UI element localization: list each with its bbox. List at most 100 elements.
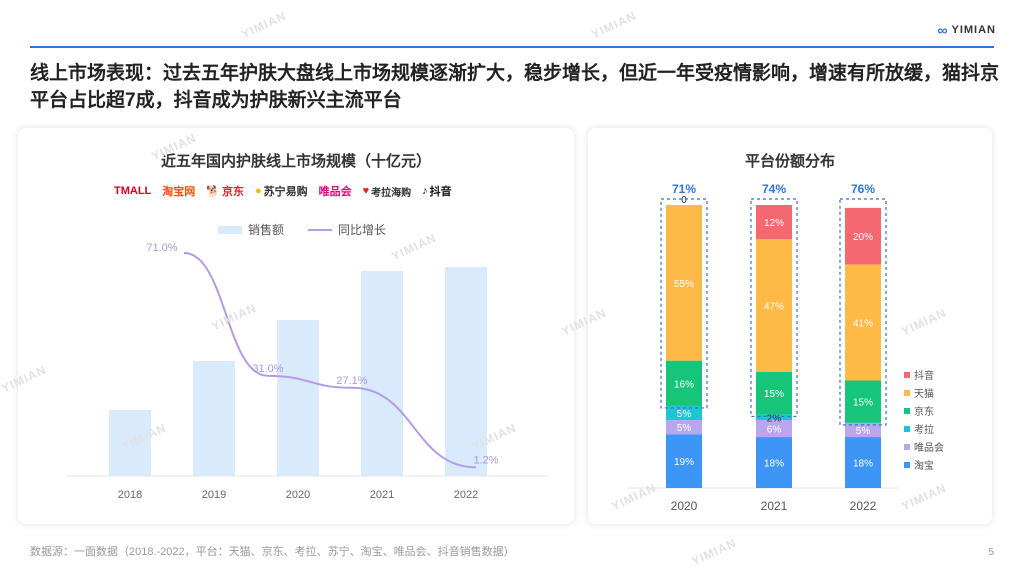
jd-logo: 🐕 京东: [206, 183, 244, 199]
legend-growth-label: 同比增长: [338, 223, 387, 237]
share-segment-唯品会-2022: [845, 422, 881, 438]
douyin-logo-text: 抖音: [429, 186, 452, 198]
douyin-logo: ♪ 抖音: [422, 183, 452, 199]
legend-label-天猫: 天猫: [914, 387, 934, 400]
watermark: YIMIAN: [689, 535, 739, 569]
suning-logo: ● 苏宁易购: [255, 183, 308, 199]
share-segment-淘宝-2022: [845, 437, 881, 488]
legend-swatch-抖音: [904, 372, 910, 378]
market-size-chart-title: 近五年国内护肤线上市场规模（十亿元）: [160, 153, 431, 170]
share-segment-天猫-2022: [845, 264, 881, 381]
top3-total-label-2021: 74%: [762, 182, 786, 196]
header-rule: [30, 46, 994, 48]
x-tick-label: 2019: [202, 489, 226, 501]
legend-swatch-天猫: [904, 390, 910, 396]
page-number: 5: [988, 547, 994, 558]
share-segment-天猫-2021: [756, 238, 792, 372]
market-size-panel: 近五年国内护肤线上市场规模（十亿元） TMALL 淘宝网 🐕 京东 ● 苏宁易购 唯…: [18, 128, 574, 524]
data-source-note: 数据源：一面数据（2018.-2022，平台：天猫、京东、考拉、苏宁、淘宝、唯品…: [30, 546, 515, 558]
legend-growth-swatch: [308, 228, 333, 231]
yimian-logo: ∞ YIMIAN: [938, 22, 996, 38]
vip-logo: 唯品会: [319, 183, 352, 199]
market-size-chart: 2018 2019 2020 2021 2022 71.0% 31.0% 27.1% 1.2%: [66, 242, 548, 501]
legend-label-抖音: 抖音: [914, 369, 934, 382]
share-label-京东-2022: 15%: [853, 398, 873, 409]
vip-logo-text: 唯品会: [318, 186, 352, 198]
legend-label-京东: 京东: [914, 405, 934, 418]
sales-bar-2021: [361, 271, 403, 476]
x-tick-label: 2021: [761, 499, 788, 513]
platform-share-panel: 平台份额分布 19% 5% 5% 16% 55% 0 71% 2020 18% 6% 2% 15% 47…: [588, 128, 992, 524]
watermark: YIMIAN: [239, 8, 289, 42]
share-label-考拉-2020: 5%: [677, 409, 692, 420]
share-label-天猫-2022: 41%: [853, 318, 873, 329]
growth-label-2021: 27.1%: [336, 375, 367, 387]
share-segment-唯品会-2021: [756, 420, 792, 438]
x-tick-label: 2021: [370, 489, 394, 501]
tmall-logo: TMALL: [114, 185, 151, 197]
legend-growth: 同比增长: [308, 221, 386, 238]
x-tick-label: 2022: [454, 489, 478, 501]
jd-dog-icon: 🐕: [206, 185, 220, 198]
platform-share-chart: 19% 5% 5% 16% 55% 071% 2020 18% 6%2% 15% 47% 12% 74%…: [628, 182, 944, 513]
jd-logo-text: 京东: [221, 186, 244, 198]
share-label-淘宝-2021: 18%: [764, 459, 784, 470]
platform-logo-row: TMALL 淘宝网 🐕 京东 ● 苏宁易购 唯品会 ♥ 考拉海购 ♪ 抖音: [114, 183, 452, 199]
kaola-logo-text: 考拉海购: [371, 187, 412, 199]
growth-label-2020: 31.0%: [252, 363, 283, 375]
legend-label-唯品会: 唯品会: [914, 441, 944, 454]
legend-sales-swatch: [218, 225, 242, 234]
platform-share-chart-title: 平台份额分布: [744, 153, 835, 170]
share-label-京东-2020: 16%: [674, 379, 694, 390]
growth-label-2019: 71.0%: [146, 242, 177, 254]
legend-swatch-京东: [904, 408, 910, 414]
sales-bar-2018: [109, 409, 151, 476]
taobao-logo: 淘宝网: [162, 183, 195, 199]
top3-highlight-box-2020: [660, 198, 708, 409]
yimian-logo-text: YIMIAN: [951, 24, 996, 36]
share-label-天猫-2020: 55%: [674, 279, 694, 290]
yimian-logo-icon: ∞: [937, 22, 948, 38]
legend-label-淘宝: 淘宝: [914, 459, 934, 472]
top3-total-label-2020: 71%: [672, 182, 696, 196]
share-label-京东-2021: 15%: [764, 389, 784, 400]
share-label-淘宝-2020: 19%: [674, 457, 694, 468]
x-tick-label: 2022: [850, 499, 877, 513]
legend-swatch-淘宝: [904, 462, 910, 468]
top3-total-label-2022: 76%: [851, 182, 875, 196]
growth-line: [183, 252, 477, 469]
share-label-抖音-2021: 12%: [764, 218, 784, 229]
growth-label-2022: 1.2%: [473, 454, 498, 466]
legend-swatch-唯品会: [904, 444, 910, 450]
suning-logo-text: 苏宁易购: [263, 186, 308, 198]
share-label-抖音-2020: 0: [681, 195, 687, 206]
share-segment-抖音-2022: [845, 207, 881, 265]
share-segment-淘宝-2020: [666, 434, 702, 488]
top3-highlight-box-2022: [839, 198, 887, 426]
share-label-天猫-2021: 47%: [764, 301, 784, 312]
share-segment-考拉-2021: [756, 414, 792, 421]
watermark: YIMIAN: [589, 8, 639, 42]
sales-bar-2019: [193, 360, 235, 476]
x-tick-label: 2020: [286, 489, 310, 501]
share-segment-抖音-2021: [756, 205, 792, 239]
share-segment-京东-2020: [666, 360, 702, 406]
share-label-唯品会-2021: 6%: [767, 425, 782, 436]
share-segment-天猫-2020: [666, 205, 702, 361]
taobao-logo-text: 淘宝网: [162, 186, 196, 198]
legend-label-考拉: 考拉: [914, 423, 934, 436]
sales-bar-2020: [277, 319, 319, 476]
kaola-logo: ♥ 考拉海购: [363, 184, 412, 199]
share-label-淘宝-2022: 18%: [853, 459, 873, 470]
share-segment-淘宝-2021: [756, 437, 792, 488]
suning-lion-icon: ●: [254, 185, 262, 197]
sales-bar-2022: [445, 267, 487, 476]
market-size-legend: 销售额 同比增长: [218, 221, 386, 238]
x-tick-label: 2018: [118, 489, 142, 501]
share-label-抖音-2022: 20%: [853, 232, 873, 243]
douyin-note-icon: ♪: [422, 185, 428, 197]
legend-sales-label: 销售额: [248, 223, 285, 237]
share-segment-唯品会-2020: [666, 420, 702, 435]
kaola-icon: ♥: [362, 185, 370, 197]
tmall-logo-text: TMALL: [114, 185, 152, 197]
